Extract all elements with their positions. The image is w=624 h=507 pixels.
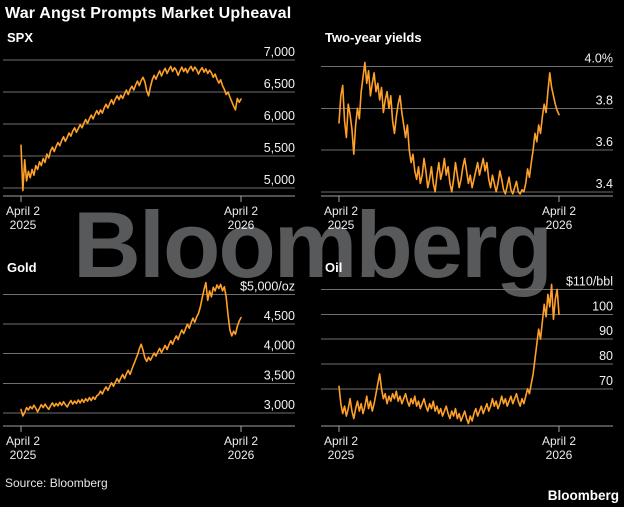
x-tick-label-start: April 2 2025 — [6, 434, 40, 462]
x-tick-line: April 2 — [541, 434, 577, 448]
chart-panel-title-oil: Oil — [325, 260, 343, 275]
chart-panel-title-spx: SPX — [7, 30, 34, 45]
x-axis-labels: April 2 2025 April 2 2026 — [321, 204, 621, 234]
chart-plot-spx: 7,000 6,500 6,000 5,500 5,000 — [3, 45, 295, 202]
x-tick-line: April 2 — [223, 434, 259, 448]
chart-panel-spx: SPX 7,000 6,500 6,000 5,500 5,000 April 2 2025 A… — [3, 28, 303, 234]
x-tick-label-start: April 2 2025 — [324, 434, 358, 462]
chart-panel-gold: Gold $5,000/oz 4,500 4,000 3,500 3,000 April 2… — [3, 258, 303, 464]
data-line-gold — [20, 281, 242, 417]
x-tick-line: 2026 — [227, 448, 255, 462]
chart-panel-title-two-year-yields: Two-year yields — [325, 30, 422, 45]
y-tick-label: 4,000 — [264, 339, 295, 353]
x-tick-line: 2025 — [9, 218, 37, 232]
y-tick-label: 4.0% — [585, 52, 614, 66]
y-tick-label: 4,500 — [264, 309, 295, 323]
x-tick-label-start: April 2 2025 — [6, 204, 40, 232]
x-tick-line: April 2 — [223, 204, 259, 218]
x-tick-line: 2026 — [545, 448, 573, 462]
x-tick-line: 2025 — [327, 218, 355, 232]
y-tick-label: 90 — [599, 324, 613, 338]
y-tick-label: 6,000 — [264, 109, 295, 123]
chart-grid: SPX 7,000 6,500 6,000 5,500 5,000 April 2 2025 A… — [0, 28, 624, 464]
x-tick-line: 2026 — [227, 218, 255, 232]
x-tick-line: 2026 — [545, 218, 573, 232]
x-tick-label-start: April 2 2025 — [324, 204, 358, 232]
x-tick-line: 2025 — [327, 448, 355, 462]
x-tick-line: April 2 — [323, 434, 359, 448]
y-tick-label: 70 — [599, 374, 613, 388]
x-tick-line: April 2 — [5, 434, 41, 448]
x-tick-label-end: April 2 2026 — [542, 204, 576, 232]
y-tick-label: 5,000 — [264, 173, 295, 187]
x-axis-labels: April 2 2025 April 2 2026 — [3, 204, 303, 234]
data-line-two-year-yields — [338, 61, 560, 195]
page-title: War Angst Prompts Market Upheaval — [5, 5, 292, 22]
chart-panel-oil: Oil $110/bbl 100 90 80 70 April 2 2025 April 2 20… — [321, 258, 621, 464]
x-tick-line: April 2 — [5, 204, 41, 218]
y-tick-label: 3.8 — [596, 93, 613, 107]
chart-panel-title-gold: Gold — [7, 260, 37, 275]
chart-plot-oil: $110/bbl 100 90 80 70 — [321, 274, 613, 432]
y-tick-label: 7,000 — [264, 45, 295, 59]
y-tick-label: 80 — [599, 349, 613, 363]
chart-panel-two-year-yields: Two-year yields 4.0% 3.8 3.6 3.4 April 2 2025 A… — [321, 28, 621, 234]
bloomberg-logo: Bloomberg — [547, 488, 619, 503]
x-tick-label-end: April 2 2026 — [224, 204, 258, 232]
x-tick-label-end: April 2 2026 — [542, 434, 576, 462]
y-tick-label: 6,500 — [264, 77, 295, 91]
y-tick-label: 5,500 — [264, 141, 295, 155]
source-note: Source: Bloomberg — [5, 476, 108, 490]
y-tick-label: 3.4 — [596, 177, 613, 191]
y-tick-label: $110/bbl — [566, 274, 613, 288]
y-tick-label: 100 — [592, 299, 613, 313]
chart-plot-two-year-yields: 4.0% 3.8 3.6 3.4 — [321, 52, 614, 202]
x-axis-labels: April 2 2025 April 2 2026 — [3, 434, 303, 464]
data-line-spx — [20, 65, 242, 192]
x-tick-line: April 2 — [541, 204, 577, 218]
y-tick-label: $5,000/oz — [240, 279, 295, 293]
footer: Source: Bloomberg Bloomberg — [0, 464, 624, 507]
y-tick-label: 3,500 — [264, 368, 295, 382]
data-line-oil — [338, 283, 560, 425]
x-tick-line: 2025 — [9, 448, 37, 462]
chart-plot-gold: $5,000/oz 4,500 4,000 3,500 3,000 — [3, 279, 295, 432]
y-tick-label: 3.6 — [596, 135, 613, 149]
x-tick-label-end: April 2 2026 — [224, 434, 258, 462]
x-tick-line: April 2 — [323, 204, 359, 218]
y-tick-label: 3,000 — [264, 398, 295, 412]
x-axis-labels: April 2 2025 April 2 2026 — [321, 434, 621, 464]
